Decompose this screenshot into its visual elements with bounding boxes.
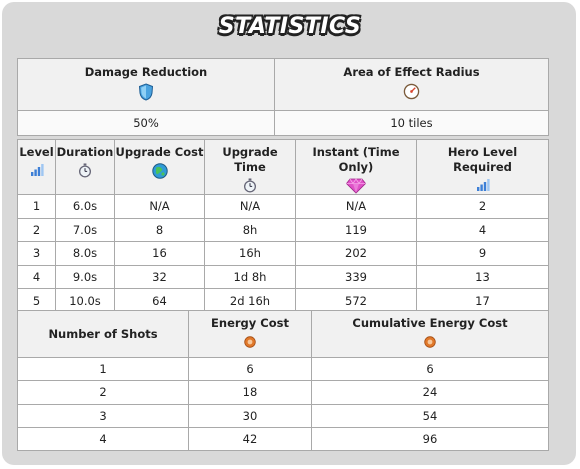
energy-cost-label: Energy Cost (211, 316, 289, 330)
hero-level-cell: 17 (416, 288, 549, 313)
energy-cost-cell: 18 (188, 380, 312, 405)
duration-cell: 9.0s (55, 264, 115, 290)
upgrade-time-cell: 1d 8h (204, 264, 296, 290)
duration-cell: 8.0s (55, 241, 115, 266)
energy-icon (244, 336, 256, 348)
energy-cost-cell: 30 (188, 403, 312, 428)
shots-cell: 2 (17, 380, 189, 405)
duration-cell: 6.0s (55, 194, 115, 219)
table-row: 1 6.0s N/A N/A N/A 2 (17, 194, 549, 219)
radius-icon (403, 83, 420, 100)
cumulative-energy-label: Cumulative Energy Cost (352, 316, 508, 330)
cumulative-energy-cell: 6 (311, 356, 549, 382)
shield-icon (138, 83, 154, 101)
instant-cell: 572 (295, 288, 417, 313)
table-row: 4 42 96 (17, 426, 549, 452)
level-cell: 2 (17, 217, 56, 243)
energy-icon (424, 336, 436, 348)
energy-cost-header: Energy Cost (188, 310, 312, 358)
instant-cell: N/A (295, 194, 417, 219)
level-cell: 4 (17, 264, 56, 290)
levels-header-row: Level Duration Upgrade Cost Upgrade Time… (17, 139, 549, 195)
cumulative-energy-cell: 24 (311, 380, 549, 405)
level-cell: 3 (17, 241, 56, 266)
energy-orb-icon (152, 163, 168, 179)
table-row: 2 18 24 (17, 380, 549, 405)
cumulative-energy-header: Cumulative Energy Cost (311, 310, 549, 358)
hero-level-cell: 2 (416, 194, 549, 219)
level-cell: 5 (17, 288, 56, 313)
upgrade-cost-label: Upgrade Cost (115, 145, 204, 159)
summary-table: Damage Reduction Area of Effect Radius 5… (17, 58, 549, 136)
duration-label: Duration (56, 145, 114, 159)
stopwatch-icon (243, 178, 257, 193)
aoe-radius-header: Area of Effect Radius (274, 58, 549, 111)
bars-icon (476, 178, 490, 192)
damage-reduction-value: 50% (17, 110, 275, 136)
upgrade-time-header: Upgrade Time (204, 139, 296, 195)
upgrade-time-cell: 16h (204, 241, 296, 266)
number-of-shots-header: Number of Shots (17, 310, 189, 358)
duration-cell: 10.0s (55, 288, 115, 313)
bars-icon (30, 163, 44, 177)
aoe-radius-label: Area of Effect Radius (343, 65, 480, 79)
upgrade-time-cell: N/A (204, 194, 296, 219)
gem-icon (346, 178, 366, 194)
duration-cell: 7.0s (55, 217, 115, 243)
summary-values-row: 50% 10 tiles (17, 110, 549, 136)
hero-level-header: Hero Level Required (416, 139, 549, 195)
energy-cost-cell: 42 (188, 426, 312, 452)
cumulative-energy-cell: 54 (311, 403, 549, 428)
aoe-radius-value: 10 tiles (274, 110, 549, 136)
energy-cost-cell: 6 (188, 356, 312, 382)
table-row: 3 8.0s 16 16h 202 9 (17, 241, 549, 266)
upgrade-cost-cell: 32 (114, 264, 205, 290)
hero-level-label: Hero Level Required (447, 145, 518, 174)
stopwatch-icon (78, 163, 92, 178)
upgrade-time-label: Upgrade Time (222, 145, 278, 174)
instant-cell: 202 (295, 241, 417, 266)
upgrade-cost-cell: 8 (114, 217, 205, 243)
cumulative-energy-cell: 96 (311, 426, 549, 452)
shots-cell: 1 (17, 356, 189, 382)
hero-level-cell: 9 (416, 241, 549, 266)
instant-label: Instant (Time Only) (312, 145, 400, 174)
table-row: 1 6 6 (17, 356, 549, 382)
duration-header: Duration (55, 139, 115, 195)
level-header: Level (17, 139, 56, 195)
level-cell: 1 (17, 194, 56, 219)
instant-cell: 339 (295, 264, 417, 290)
shots-table: Number of Shots Energy Cost Cumulative E… (17, 310, 549, 452)
instant-header: Instant (Time Only) (295, 139, 417, 195)
level-label: Level (19, 145, 54, 159)
upgrade-cost-header: Upgrade Cost (114, 139, 205, 195)
table-row: 4 9.0s 32 1d 8h 339 13 (17, 264, 549, 290)
table-row: 2 7.0s 8 8h 119 4 (17, 217, 549, 243)
damage-reduction-header: Damage Reduction (17, 58, 275, 111)
upgrade-cost-cell: 16 (114, 241, 205, 266)
levels-table: Level Duration Upgrade Cost Upgrade Time… (17, 139, 549, 313)
shots-cell: 4 (17, 426, 189, 452)
shots-header-row: Number of Shots Energy Cost Cumulative E… (17, 310, 549, 358)
hero-level-cell: 4 (416, 217, 549, 243)
page-title: STATISTICS (218, 14, 362, 39)
table-row: 5 10.0s 64 2d 16h 572 17 (17, 288, 549, 313)
shots-cell: 3 (17, 403, 189, 428)
upgrade-time-cell: 8h (204, 217, 296, 243)
upgrade-cost-cell: 64 (114, 288, 205, 313)
table-row: 3 30 54 (17, 403, 549, 428)
instant-cell: 119 (295, 217, 417, 243)
hero-level-cell: 13 (416, 264, 549, 290)
damage-reduction-label: Damage Reduction (84, 65, 208, 79)
upgrade-cost-cell: N/A (114, 194, 205, 219)
upgrade-time-cell: 2d 16h (204, 288, 296, 313)
